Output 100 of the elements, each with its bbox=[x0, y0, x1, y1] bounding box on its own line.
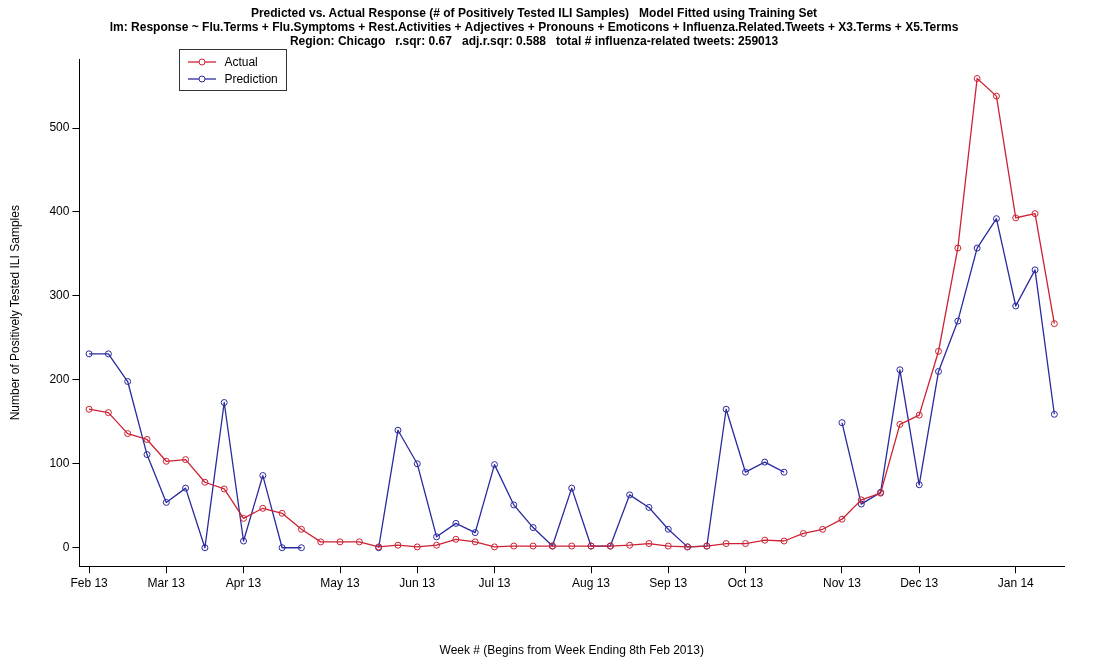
point bbox=[297, 525, 305, 533]
point bbox=[104, 350, 112, 358]
point bbox=[510, 501, 518, 509]
point bbox=[741, 540, 749, 548]
point bbox=[799, 529, 807, 537]
x-tick-label: Nov 13 bbox=[822, 575, 862, 590]
point bbox=[780, 537, 788, 545]
point bbox=[1012, 214, 1020, 222]
y-tick-label: 400 bbox=[49, 204, 70, 219]
point bbox=[124, 430, 132, 438]
point bbox=[1031, 210, 1039, 218]
point bbox=[626, 491, 634, 499]
point bbox=[162, 498, 170, 506]
point bbox=[896, 420, 904, 428]
point bbox=[471, 538, 479, 546]
point bbox=[761, 536, 769, 544]
point bbox=[992, 92, 1000, 100]
point bbox=[1012, 302, 1020, 310]
x-tick-label: Feb 13 bbox=[70, 575, 109, 590]
point bbox=[915, 411, 923, 419]
point bbox=[973, 75, 981, 83]
x-tick-label: Oct 13 bbox=[727, 575, 764, 590]
point bbox=[568, 542, 576, 550]
point bbox=[780, 468, 788, 476]
point bbox=[240, 514, 248, 522]
point bbox=[413, 543, 421, 551]
point bbox=[741, 468, 749, 476]
point bbox=[220, 485, 228, 493]
legend-label: Actual bbox=[224, 54, 258, 69]
point bbox=[85, 405, 93, 413]
point bbox=[220, 399, 228, 407]
point bbox=[394, 541, 402, 549]
point bbox=[935, 347, 943, 355]
point bbox=[1050, 410, 1058, 418]
point bbox=[1050, 320, 1058, 328]
point bbox=[124, 378, 132, 386]
point bbox=[394, 426, 402, 434]
point bbox=[452, 519, 460, 527]
y-tick-label: 300 bbox=[49, 288, 70, 303]
point bbox=[297, 544, 305, 552]
point bbox=[857, 496, 865, 504]
point bbox=[278, 509, 286, 517]
point bbox=[722, 540, 730, 548]
point bbox=[433, 533, 441, 541]
point bbox=[664, 542, 672, 550]
point bbox=[143, 451, 151, 459]
point bbox=[722, 405, 730, 413]
point bbox=[529, 542, 537, 550]
point bbox=[85, 350, 93, 358]
x-tick-label: Jun 13 bbox=[399, 575, 436, 590]
point bbox=[857, 500, 865, 508]
point bbox=[568, 484, 576, 492]
x-tick-label: Dec 13 bbox=[900, 575, 939, 590]
point bbox=[278, 544, 286, 552]
point bbox=[954, 317, 962, 325]
point bbox=[915, 481, 923, 489]
point bbox=[645, 540, 653, 548]
point bbox=[143, 435, 151, 443]
point bbox=[259, 472, 267, 480]
point bbox=[317, 538, 325, 546]
point bbox=[182, 456, 190, 464]
y-axis-title: Number of Positively Tested ILI Samples bbox=[7, 205, 22, 421]
point bbox=[664, 525, 672, 533]
point bbox=[973, 244, 981, 252]
point bbox=[240, 537, 248, 545]
point bbox=[1031, 266, 1039, 274]
point bbox=[336, 538, 344, 546]
point bbox=[761, 458, 769, 466]
x-tick-label: Jul 13 bbox=[478, 575, 511, 590]
x-tick-label: Aug 13 bbox=[571, 575, 611, 590]
chart-title: Predicted vs. Actual Response (# of Positively Tested ILI Samples) Model Fitted using Training Set bbox=[250, 5, 818, 20]
point bbox=[413, 460, 421, 468]
y-tick-label: 0 bbox=[62, 540, 70, 555]
y-tick-label: 200 bbox=[49, 372, 70, 387]
x-tick-label: Sep 13 bbox=[649, 575, 688, 590]
point bbox=[490, 543, 498, 551]
point bbox=[819, 525, 827, 533]
point bbox=[626, 541, 634, 549]
y-tick-label: 500 bbox=[49, 120, 70, 135]
y-tick-label: 100 bbox=[49, 456, 70, 471]
chart-subtitle: lm: Response ~ Flu.Terms + Flu.Symptoms + Rest.Activities + Adjectives + Pronouns + Emoticons + Influenza.Related.Tweets + X3.Terms + X5.Terms Region: Chicago r.sqr: 0.67 adj.r.sqr: 0.588 total # influenza-related tweets: 259013 bbox=[109, 19, 959, 49]
point bbox=[490, 461, 498, 469]
point bbox=[471, 529, 479, 537]
point bbox=[452, 535, 460, 543]
point bbox=[935, 367, 943, 375]
point bbox=[182, 484, 190, 492]
point bbox=[162, 457, 170, 465]
point bbox=[529, 524, 537, 532]
point bbox=[510, 542, 518, 550]
point bbox=[201, 478, 209, 486]
x-tick-label: Mar 13 bbox=[147, 575, 186, 590]
x-axis-title: Week # (Begins from Week Ending 8th Feb 2013) bbox=[439, 643, 704, 658]
point bbox=[201, 544, 209, 552]
point bbox=[259, 504, 267, 512]
point bbox=[433, 541, 441, 549]
x-tick-label: Apr 13 bbox=[225, 575, 262, 590]
x-tick-label: May 13 bbox=[320, 575, 361, 590]
x-tick-label: Jan 14 bbox=[997, 575, 1035, 590]
legend-label: Prediction bbox=[224, 71, 278, 86]
point bbox=[838, 419, 846, 427]
